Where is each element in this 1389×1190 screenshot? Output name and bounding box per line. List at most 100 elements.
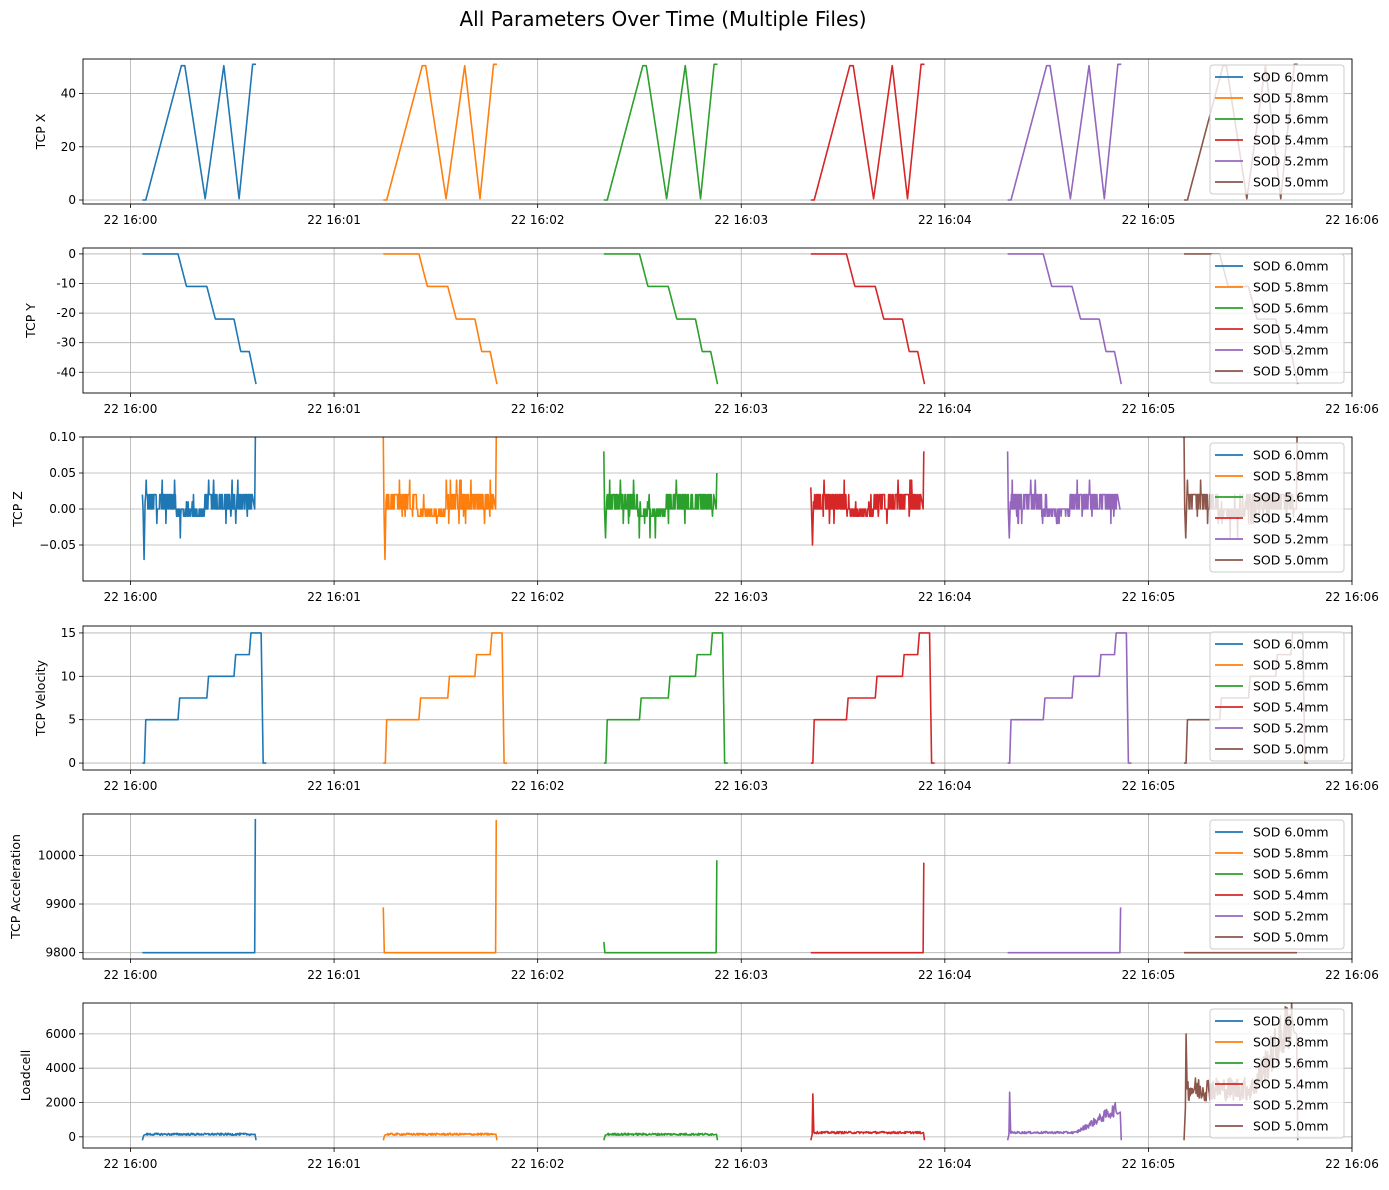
- x-tick-label: 22 16:04: [918, 968, 972, 982]
- series-line-sod-5-6mm: [603, 1132, 719, 1141]
- legend-entry: SOD 6.0mm: [1253, 259, 1329, 274]
- series-line-sod-5-8mm: [382, 437, 498, 561]
- y-axis-label: TCP Z: [10, 491, 25, 528]
- series-line-sod-5-6mm: [603, 451, 718, 539]
- y-tick-label: 0: [68, 247, 76, 261]
- x-tick-label: 22 16:04: [918, 779, 972, 793]
- x-tick-label: 22 16:05: [1122, 968, 1176, 982]
- legend: SOD 6.0mm SOD 5.8mm SOD 5.6mm SOD 5.4mm SOD …: [1209, 631, 1345, 762]
- y-tick-label: 6000: [45, 1027, 76, 1041]
- x-tick-label: 22 16:00: [104, 779, 158, 793]
- y-tick-label: −0.05: [39, 538, 76, 552]
- x-tick-label: 22 16:02: [511, 779, 565, 793]
- series-line-sod-5-4mm: [810, 451, 925, 546]
- legend-entry: SOD 5.2mm: [1253, 1098, 1329, 1113]
- legend-entry: SOD 5.2mm: [1253, 721, 1329, 736]
- y-axis-label: Loadcell: [18, 1050, 33, 1102]
- series-line-sod-5-8mm: [383, 63, 497, 201]
- axes-frame: [82, 247, 1353, 394]
- legend-entry: SOD 5.2mm: [1253, 343, 1329, 358]
- y-tick-label: -30: [56, 336, 76, 350]
- x-tick-label: 22 16:00: [104, 590, 158, 604]
- chart-title: All Parameters Over Time (Multiple Files…: [459, 7, 866, 31]
- x-tick-label: 22 16:01: [307, 968, 361, 982]
- legend: SOD 6.0mm SOD 5.8mm SOD 5.6mm SOD 5.4mm SOD …: [1209, 819, 1345, 950]
- series-line-sod-5-8mm: [382, 819, 498, 954]
- legend-entry: SOD 5.8mm: [1253, 1035, 1329, 1050]
- legend-entry: SOD 5.8mm: [1253, 658, 1329, 673]
- series-line-sod-5-6mm: [603, 63, 718, 201]
- legend-entry: SOD 5.4mm: [1253, 511, 1329, 526]
- y-tick-label: 10: [61, 669, 76, 683]
- legend-box: [1209, 1008, 1345, 1139]
- y-tick-label: 0: [68, 1130, 76, 1144]
- legend-box: [1209, 442, 1345, 573]
- subplot-4: 22 16:00 22 16:01 22 16:02 22 16:03 22 16:04…: [33, 625, 1379, 793]
- y-tick-label: 15: [61, 626, 76, 640]
- legend-entry: SOD 5.0mm: [1253, 553, 1329, 568]
- x-tick-label: 22 16:00: [104, 402, 158, 416]
- legend-entry: SOD 5.0mm: [1253, 1119, 1329, 1134]
- x-tick-label: 22 16:02: [511, 1157, 565, 1171]
- legend-entry: SOD 5.6mm: [1253, 1056, 1329, 1071]
- series-line-sod-5-8mm: [382, 1132, 498, 1141]
- x-tick-label: 22 16:05: [1122, 402, 1176, 416]
- x-tick-label: 22 16:03: [714, 213, 768, 227]
- series-line-sod-5-6mm: [603, 632, 728, 764]
- series-line-sod-5-6mm: [603, 860, 718, 954]
- axes-frame: [82, 813, 1353, 960]
- y-tick-label: 10000: [38, 848, 76, 862]
- x-tick-label: 22 16:01: [307, 590, 361, 604]
- y-tick-label: 0: [68, 756, 76, 770]
- x-tick-label: 22 16:05: [1122, 590, 1176, 604]
- x-tick-label: 22 16:02: [511, 968, 565, 982]
- y-tick-label: 0.10: [49, 430, 76, 444]
- legend-entry: SOD 5.8mm: [1253, 91, 1329, 106]
- x-tick-label: 22 16:05: [1122, 1157, 1176, 1171]
- series-line-sod-5-4mm: [810, 1093, 926, 1141]
- series-line-sod-5-8mm: [383, 632, 508, 764]
- legend-entry: SOD 5.6mm: [1253, 301, 1329, 316]
- series-line-sod-5-8mm: [382, 253, 498, 385]
- series-line-sod-5-4mm: [810, 632, 935, 764]
- series-line-sod-5-2mm: [1007, 253, 1123, 385]
- legend-entry: SOD 5.0mm: [1253, 364, 1329, 379]
- series-line-sod-6-0mm: [142, 632, 267, 764]
- legend-box: [1209, 64, 1345, 195]
- axes-frame: [82, 625, 1353, 771]
- legend-entry: SOD 5.4mm: [1253, 1077, 1329, 1092]
- legend-entry: SOD 5.8mm: [1253, 469, 1329, 484]
- legend-box: [1209, 631, 1345, 762]
- legend-box: [1209, 819, 1345, 950]
- x-tick-label: 22 16:06: [1325, 402, 1379, 416]
- legend: SOD 6.0mm SOD 5.8mm SOD 5.6mm SOD 5.4mm SOD …: [1209, 253, 1345, 384]
- x-tick-label: 22 16:05: [1122, 779, 1176, 793]
- legend-entry: SOD 5.0mm: [1253, 175, 1329, 190]
- y-tick-label: 2000: [45, 1096, 76, 1110]
- subplot-1: 22 16:00 22 16:01 22 16:02 22 16:03 22 16:04…: [33, 58, 1379, 227]
- legend: SOD 6.0mm SOD 5.8mm SOD 5.6mm SOD 5.4mm SOD …: [1209, 1008, 1345, 1139]
- y-tick-label: 5: [68, 713, 76, 727]
- x-tick-label: 22 16:03: [714, 402, 768, 416]
- legend-entry: SOD 6.0mm: [1253, 1014, 1329, 1029]
- series-line-sod-5-4mm: [810, 253, 926, 385]
- legend-entry: SOD 5.2mm: [1253, 909, 1329, 924]
- y-tick-label: 0.05: [49, 466, 76, 480]
- x-tick-label: 22 16:06: [1325, 590, 1379, 604]
- legend-entry: SOD 5.4mm: [1253, 322, 1329, 337]
- x-tick-label: 22 16:02: [511, 590, 565, 604]
- legend-entry: SOD 5.6mm: [1253, 112, 1329, 127]
- legend-entry: SOD 5.6mm: [1253, 867, 1329, 882]
- y-tick-label: -40: [56, 365, 76, 379]
- x-tick-label: 22 16:03: [714, 968, 768, 982]
- series-line-sod-6-0mm: [142, 818, 257, 954]
- legend-entry: SOD 5.4mm: [1253, 133, 1329, 148]
- y-axis-label: TCP Velocity: [33, 659, 48, 737]
- x-tick-label: 22 16:01: [307, 1157, 361, 1171]
- x-tick-label: 22 16:03: [714, 779, 768, 793]
- y-tick-label: 9800: [45, 946, 76, 960]
- subplot-2: 22 16:00 22 16:01 22 16:02 22 16:03 22 16:04…: [23, 247, 1379, 416]
- x-tick-label: 22 16:06: [1325, 213, 1379, 227]
- series-line-sod-5-2mm: [1007, 63, 1122, 201]
- x-tick-label: 22 16:01: [307, 402, 361, 416]
